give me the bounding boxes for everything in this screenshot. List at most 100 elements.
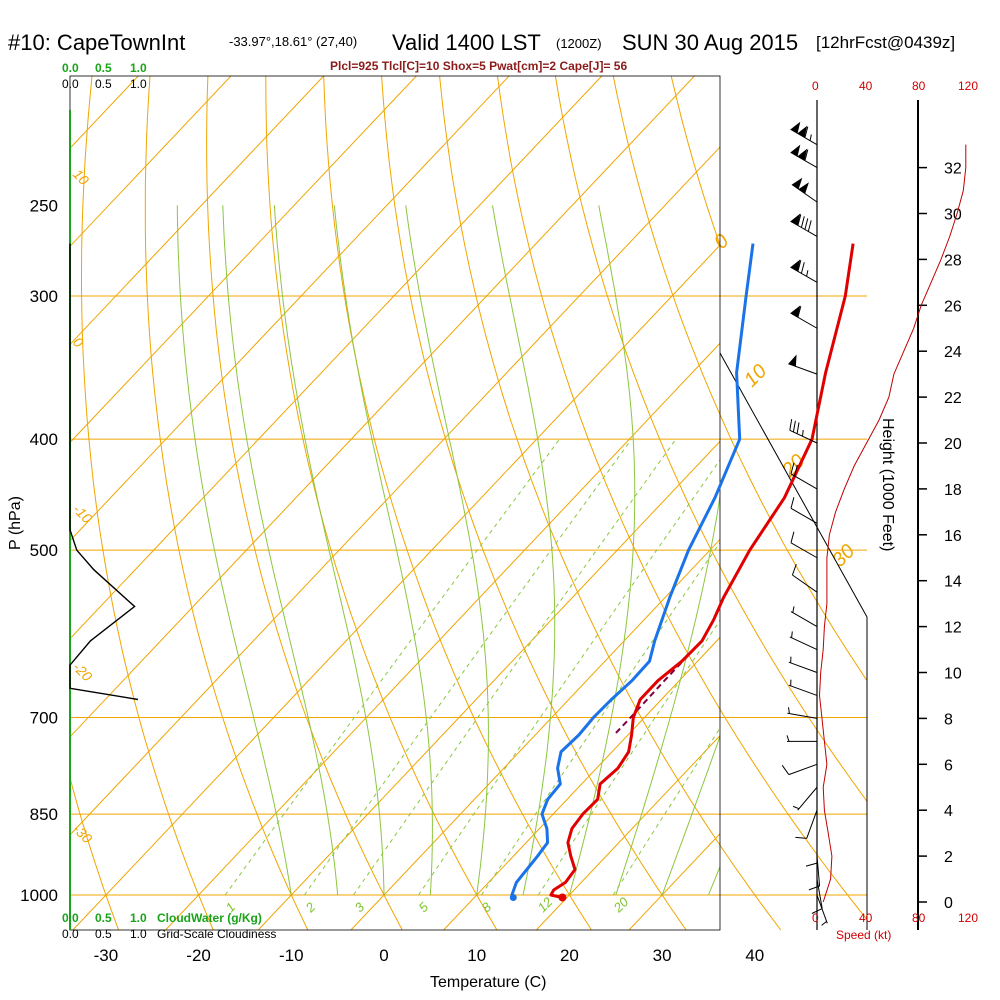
temperature-tick-label: 20 bbox=[560, 946, 579, 965]
height-tick-label: 22 bbox=[944, 390, 962, 407]
cloudiness-label: Grid-Scale Cloudiness bbox=[157, 927, 276, 941]
temperature-tick-label: -20 bbox=[186, 946, 211, 965]
mixing-ratio-label: 5 bbox=[416, 899, 432, 915]
chart-valid-time: Valid 1400 LST bbox=[392, 30, 541, 55]
surface-dewpoint-marker bbox=[509, 893, 517, 901]
height-tick-label: 30 bbox=[944, 207, 962, 224]
dry-adiabat-label: 10 bbox=[740, 360, 771, 391]
chart-zulu: (1200Z) bbox=[556, 36, 602, 51]
isotherm-label: -30 bbox=[70, 821, 96, 847]
temperature-tick-label: 40 bbox=[745, 946, 764, 965]
wind-barb bbox=[788, 656, 818, 673]
isotherm-label: 0 bbox=[70, 334, 87, 351]
chart-station: #10: CapeTownInt bbox=[8, 30, 185, 55]
mixing-ratio-label: 2 bbox=[302, 899, 319, 916]
height-tick-label: 18 bbox=[944, 482, 962, 499]
wind-barb bbox=[790, 121, 818, 146]
stability-indices: Plcl=925 Tlcl[C]=10 Shox=5 Pwat[cm]=2 Ca… bbox=[330, 59, 627, 73]
cloudiness-tick-top: 0.5 bbox=[95, 77, 112, 91]
pressure-tick-label: 700 bbox=[30, 709, 58, 728]
dry-adiabat-line bbox=[381, 76, 687, 930]
wind-barb bbox=[792, 786, 818, 811]
mixing-ratio-label: 3 bbox=[352, 899, 368, 915]
height-tick-label: 12 bbox=[944, 620, 962, 637]
wind-barb bbox=[790, 497, 818, 524]
pressure-tick-label: 400 bbox=[30, 430, 58, 449]
height-tick-label: 16 bbox=[944, 528, 962, 545]
dry-adiabat-line bbox=[554, 76, 867, 930]
mixing-ratio-label: 12 bbox=[535, 894, 556, 915]
moist-adiabat-line bbox=[333, 205, 433, 896]
mixing-ratio-line bbox=[418, 459, 720, 896]
wind-barb bbox=[805, 833, 818, 867]
isotherm-label: -20 bbox=[70, 659, 96, 685]
mixing-ratio-label: 20 bbox=[610, 894, 632, 916]
dry-adiabat-line bbox=[844, 76, 867, 930]
moist-adiabat-line bbox=[615, 493, 720, 896]
isotherm-line bbox=[814, 76, 1000, 930]
isotherm-line bbox=[628, 833, 720, 930]
dry-adiabat-line bbox=[612, 76, 867, 930]
wind-barb bbox=[791, 564, 818, 593]
wind-barb bbox=[790, 606, 818, 628]
cloudwater-tick-bottom: 0.0 bbox=[62, 911, 79, 925]
dry-adiabat-line bbox=[961, 76, 1000, 930]
wind-barb bbox=[787, 707, 818, 719]
temperature-tick-label: 0 bbox=[379, 946, 388, 965]
dry-adiabat-line bbox=[670, 76, 867, 930]
dry-adiabat-line bbox=[439, 76, 782, 930]
isotherm-line bbox=[70, 76, 417, 444]
height-tick-label: 2 bbox=[944, 849, 953, 866]
dry-adiabat-line bbox=[81, 76, 214, 930]
pressure-tick-label: 500 bbox=[30, 541, 58, 560]
cloudiness-line bbox=[69, 243, 139, 701]
pressure-tick-label: 250 bbox=[30, 196, 58, 215]
temperature-tick-label: 10 bbox=[467, 946, 486, 965]
wind-barb bbox=[790, 213, 818, 237]
cloudiness-tick-bottom: 0.0 bbox=[62, 927, 79, 941]
moist-adiabat-line bbox=[273, 205, 385, 895]
isotherm-line bbox=[70, 146, 720, 836]
wind-barb bbox=[788, 679, 818, 696]
isotherm-line bbox=[165, 342, 720, 930]
dry-adiabat-line bbox=[497, 76, 867, 930]
cloudiness-tick-top: 1.0 bbox=[130, 77, 147, 91]
speed-tick-bottom: 0 bbox=[812, 911, 819, 925]
isotherm-line bbox=[722, 76, 1000, 930]
wind-barb bbox=[811, 878, 823, 914]
isotherm-line bbox=[70, 76, 695, 738]
height-tick-label: 10 bbox=[944, 666, 962, 683]
wind-barb bbox=[781, 763, 818, 776]
wind-barb bbox=[790, 144, 818, 169]
wind-barb bbox=[787, 354, 818, 375]
moist-adiabat-line bbox=[405, 205, 489, 896]
pressure-tick-label: 850 bbox=[30, 805, 58, 824]
wind-barb bbox=[795, 810, 818, 839]
dry-adiabat-label: 0 bbox=[710, 230, 733, 253]
height-tick-label: 14 bbox=[944, 574, 962, 591]
chart-location: -33.97°,18.61° (27,40) bbox=[229, 34, 357, 49]
isotherm-line bbox=[535, 734, 720, 930]
mixing-ratio-label: 8 bbox=[479, 899, 495, 915]
moist-adiabat-line bbox=[492, 205, 556, 896]
height-tick-label: 28 bbox=[944, 252, 962, 269]
mixing-ratio-line bbox=[353, 438, 677, 896]
isotherm-label: -10 bbox=[70, 501, 96, 527]
wind-barb bbox=[786, 735, 818, 742]
wind-barb bbox=[790, 305, 818, 329]
dry-adiabat-line bbox=[144, 76, 309, 930]
height-tick-label: 0 bbox=[944, 895, 953, 912]
mixing-ratio-line bbox=[480, 541, 720, 896]
temperature-tick-label: -10 bbox=[279, 946, 304, 965]
dewpoint-line bbox=[510, 243, 755, 899]
speed-tick-top: 40 bbox=[859, 79, 873, 93]
speed-tick-top: 0 bbox=[812, 79, 819, 93]
cloudwater-tick-top: 1.0 bbox=[130, 61, 147, 75]
cloudwater-label: CloudWater (g/Kg) bbox=[157, 911, 262, 925]
cloudiness-tick-bottom: 1.0 bbox=[130, 927, 147, 941]
speed-label: Speed (kt) bbox=[836, 928, 891, 942]
cloudwater-tick-bottom: 1.0 bbox=[130, 911, 147, 925]
isotherm-line bbox=[70, 76, 603, 640]
pressure-tick-label: 1000 bbox=[20, 886, 58, 905]
